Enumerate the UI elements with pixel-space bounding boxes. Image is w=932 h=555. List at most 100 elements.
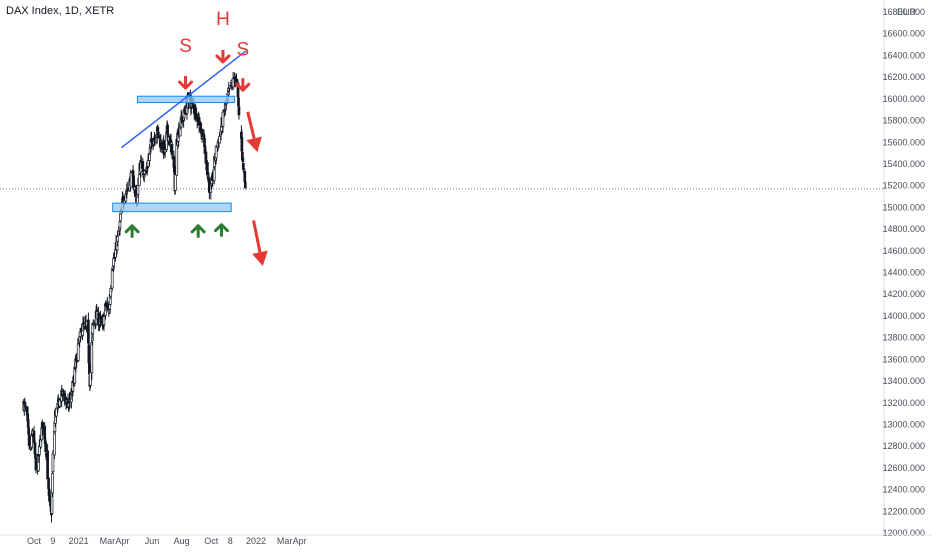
candle: [221, 110, 225, 134]
up-arrow-icon: [213, 223, 229, 237]
candle-body: [61, 390, 65, 393]
y-tick-label: 12600.000: [882, 463, 925, 473]
candle-body: [237, 106, 241, 116]
x-tick-label: Mar: [100, 536, 116, 546]
candle: [27, 428, 31, 450]
y-tick-label: 16600.000: [882, 29, 925, 39]
y-tick-label: 14200.000: [882, 289, 925, 299]
candle-body: [218, 136, 221, 144]
candle: [109, 284, 113, 299]
candle-body: [54, 408, 58, 417]
y-tick-label: 13000.000: [882, 419, 925, 429]
x-tick-label: 2022: [246, 536, 266, 546]
candle-body: [138, 174, 141, 186]
big-down-arrow-icon: [246, 111, 262, 153]
y-tick-label: 15800.000: [882, 116, 925, 126]
down-arrow-head: [235, 82, 251, 92]
candle: [51, 450, 55, 474]
currency-label: EUR: [896, 7, 916, 17]
candle-body: [129, 172, 133, 188]
down-arrow-icon: [215, 49, 231, 64]
candle-body: [76, 343, 80, 361]
candle: [156, 131, 160, 138]
candle-body: [41, 421, 45, 428]
x-tick-label: 2021: [69, 536, 89, 546]
y-tick-label: 16000.000: [882, 94, 925, 104]
candle-body: [26, 419, 30, 428]
candle: [102, 311, 106, 332]
candle-body: [194, 107, 198, 119]
big-down-arrow-head: [246, 136, 262, 153]
candle-body: [48, 495, 51, 502]
candle-body: [110, 269, 114, 289]
y-tick-label: 14600.000: [882, 246, 925, 256]
up-arrow-head: [124, 224, 140, 234]
candle-body: [51, 453, 55, 473]
y-tick-label: 12800.000: [882, 441, 925, 451]
candle-body: [240, 136, 244, 152]
up-arrow-head: [190, 224, 206, 234]
y-tick-label: 14400.000: [882, 268, 925, 278]
candle-body: [235, 78, 238, 83]
pattern-label: S: [237, 39, 250, 60]
candle-body: [116, 236, 119, 242]
y-tick-label: 12000.000: [882, 528, 925, 538]
candle-body: [228, 85, 232, 89]
x-tick-label: 9: [50, 536, 55, 546]
y-tick-label: 13800.000: [882, 333, 925, 343]
candle-body: [51, 473, 54, 494]
candle-body: [204, 151, 208, 164]
candle: [204, 148, 208, 171]
big-down-arrow-shaft: [252, 220, 262, 253]
y-tick-label: 12400.000: [882, 485, 925, 495]
y-tick-label: 14000.000: [882, 311, 925, 321]
candle: [129, 171, 133, 188]
candle-body: [136, 184, 140, 195]
candle: [136, 177, 140, 199]
candle-body: [118, 221, 122, 229]
up-arrow-icon: [190, 224, 206, 238]
candle-body: [170, 143, 174, 155]
candle: [37, 439, 41, 462]
trend-line[interactable]: [120, 50, 247, 149]
candle: [173, 169, 177, 195]
candle-body: [37, 445, 41, 455]
y-tick-label: 16800.000: [882, 7, 925, 17]
down-arrow-icon: [178, 76, 194, 90]
y-tick-label: 16200.000: [882, 72, 925, 82]
y-tick-label: 15000.000: [882, 202, 925, 212]
candle-body: [221, 111, 225, 127]
y-tick-label: 14800.000: [882, 224, 925, 234]
candle-body: [241, 157, 245, 163]
x-tick-label: Apr: [115, 536, 129, 546]
up-arrow-head: [213, 223, 229, 233]
candle-body: [34, 458, 38, 471]
candle: [228, 85, 232, 89]
candle-body: [146, 160, 150, 167]
candle-body: [88, 372, 92, 386]
candle-body: [214, 146, 218, 159]
candle: [30, 433, 33, 450]
x-tick-label: Jun: [145, 536, 160, 546]
candle-body: [44, 442, 48, 452]
big-down-arrow-icon: [252, 220, 268, 266]
candle-body: [156, 127, 160, 132]
candle: [116, 230, 119, 247]
y-tick-label: 13400.000: [882, 376, 925, 386]
candle-body: [197, 117, 201, 126]
y-tick-label: 13200.000: [882, 398, 925, 408]
candle: [214, 144, 218, 165]
support-zone[interactable]: [112, 202, 232, 213]
x-tick-label: 8: [228, 536, 233, 546]
candle-body: [156, 131, 160, 137]
candle-body: [99, 316, 102, 320]
candle: [237, 101, 241, 120]
y-tick-label: 15600.000: [882, 137, 925, 147]
pattern-label: S: [179, 36, 192, 57]
neckline-zone[interactable]: [136, 95, 236, 104]
candle-body: [90, 342, 94, 374]
candle-body: [109, 288, 113, 297]
y-tick-label: 13600.000: [882, 354, 925, 364]
